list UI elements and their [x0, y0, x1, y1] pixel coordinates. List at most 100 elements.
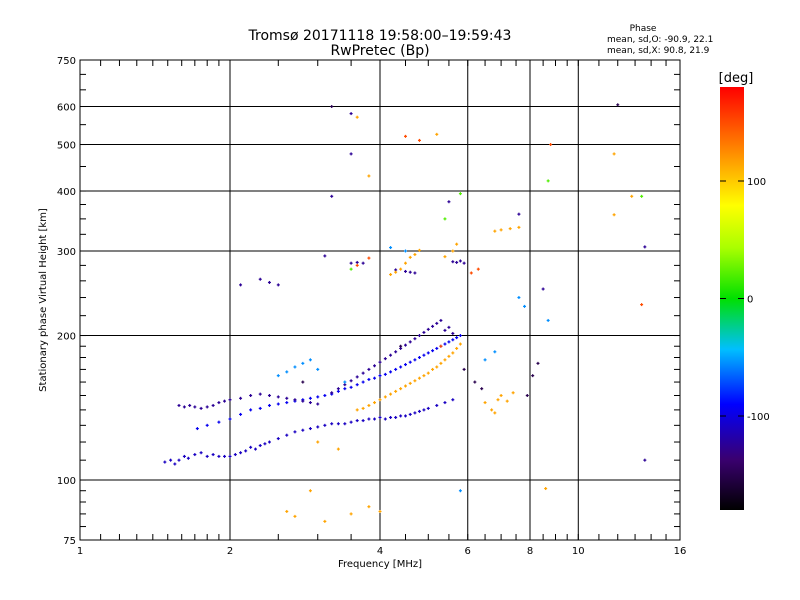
data-point — [316, 440, 320, 444]
data-point — [263, 442, 267, 446]
data-point — [413, 253, 417, 257]
data-point — [399, 414, 403, 418]
data-point — [244, 449, 248, 453]
data-point — [383, 372, 387, 376]
colorbar: [deg] 100 0 -100 — [719, 71, 770, 510]
data-point — [367, 367, 371, 371]
data-point — [343, 422, 347, 426]
x-tick-label: 6 — [465, 546, 471, 557]
data-point — [323, 519, 327, 523]
data-point — [169, 458, 173, 462]
data-point — [211, 403, 215, 407]
data-point — [443, 217, 447, 221]
data-point — [499, 228, 503, 232]
data-point — [177, 403, 181, 407]
data-point — [422, 330, 426, 334]
x-tick-label: 2 — [227, 546, 233, 557]
data-point — [349, 379, 353, 383]
data-point — [361, 380, 365, 384]
data-point — [493, 411, 497, 415]
data-point — [205, 423, 209, 427]
data-point — [383, 417, 387, 421]
data-point — [389, 246, 393, 250]
data-point — [199, 406, 203, 410]
data-point — [422, 408, 426, 412]
data-point — [285, 433, 289, 437]
data-point — [323, 423, 327, 427]
data-point — [643, 458, 647, 462]
data-point — [462, 261, 466, 265]
data-point — [217, 401, 221, 405]
data-point — [267, 403, 271, 407]
data-point — [186, 456, 190, 460]
data-point — [323, 254, 327, 258]
data-point — [239, 283, 243, 287]
data-point — [285, 370, 289, 374]
data-point — [276, 402, 280, 406]
data-point — [316, 395, 320, 399]
data-point — [361, 371, 365, 375]
data-point — [630, 194, 634, 198]
data-point — [511, 391, 515, 395]
data-point — [541, 287, 545, 291]
data-point — [408, 255, 412, 259]
data-point — [483, 401, 487, 405]
data-point — [413, 411, 417, 415]
colorbar-tick-label: 0 — [747, 295, 753, 306]
data-point — [422, 353, 426, 357]
data-point — [253, 447, 257, 451]
data-point — [451, 338, 455, 342]
data-point — [389, 353, 393, 357]
data-point — [447, 340, 451, 344]
data-point — [389, 370, 393, 374]
x-tick-label: 16 — [674, 546, 687, 557]
data-point — [336, 387, 340, 391]
data-point — [301, 361, 305, 365]
data-point — [499, 394, 503, 398]
data-point — [355, 408, 359, 412]
y-tick-label: 500 — [57, 141, 76, 152]
data-point — [403, 134, 407, 138]
stats-o-mode: mean, sd,O: -90.9, 22.1 — [607, 35, 713, 45]
data-point — [343, 383, 347, 387]
data-point — [276, 395, 280, 399]
data-point — [517, 212, 521, 216]
data-point — [546, 318, 550, 322]
data-point — [301, 380, 305, 384]
data-point — [308, 489, 312, 493]
data-point — [435, 346, 439, 350]
data-point — [399, 344, 403, 348]
data-point — [349, 152, 353, 156]
data-point — [408, 270, 412, 274]
data-point — [378, 415, 382, 419]
data-point — [285, 396, 289, 400]
data-point — [199, 451, 203, 455]
data-point — [217, 420, 221, 424]
data-point — [462, 367, 466, 371]
data-point — [451, 331, 455, 335]
data-point — [458, 334, 462, 338]
data-point — [308, 358, 312, 362]
data-point — [408, 381, 412, 385]
plot-area: 1 2 4 6 8 10 16 75 100 200 300 400 500 600 750 — [57, 56, 686, 557]
data-point — [451, 260, 455, 264]
data-point — [193, 453, 197, 457]
data-point — [451, 249, 455, 253]
data-point — [612, 213, 616, 217]
data-point — [455, 336, 459, 340]
data-point — [417, 248, 421, 252]
data-point — [451, 351, 455, 355]
data-point — [223, 454, 227, 458]
data-point — [394, 415, 398, 419]
data-point — [276, 374, 280, 378]
x-axis-label: Frequency [MHz] — [338, 559, 422, 570]
data-point — [643, 245, 647, 249]
data-point — [378, 360, 382, 364]
data-point — [490, 408, 494, 412]
data-point — [517, 296, 521, 300]
data-point — [413, 271, 417, 275]
data-point — [308, 396, 312, 400]
data-point — [389, 392, 393, 396]
data-point — [403, 384, 407, 388]
data-point — [349, 261, 353, 265]
